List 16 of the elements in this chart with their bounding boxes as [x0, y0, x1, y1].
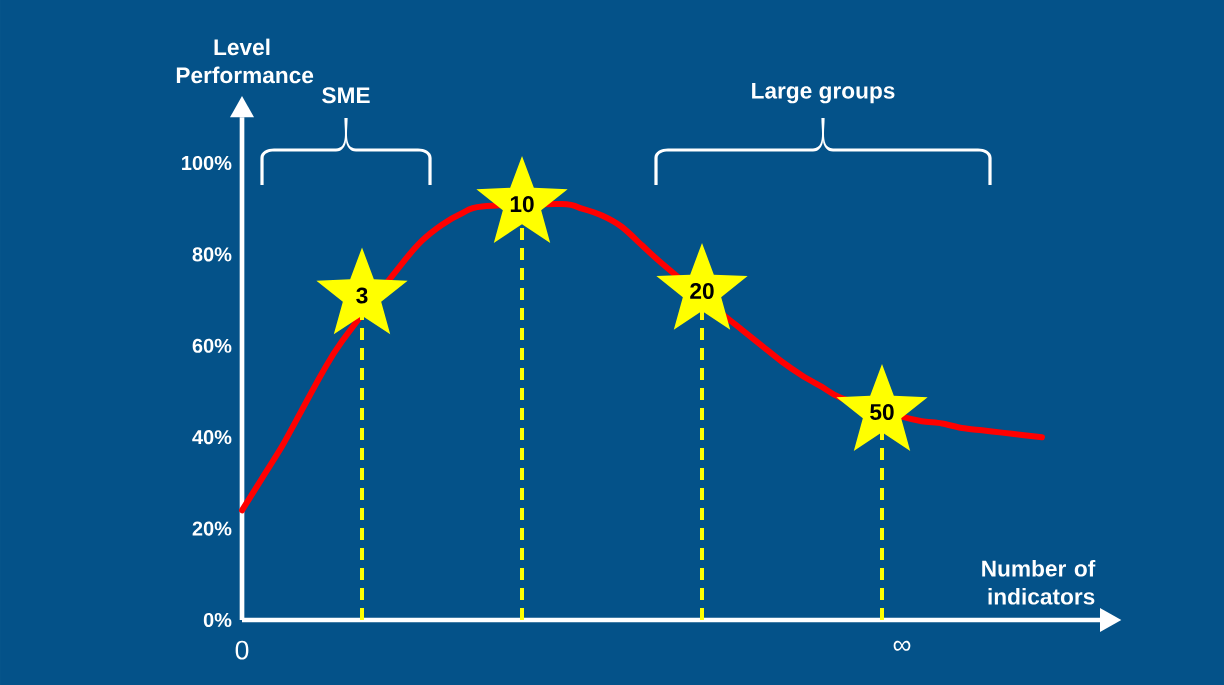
x-tick-label: 0 [235, 640, 249, 660]
y-tick-label: 40% [192, 430, 232, 445]
y-tick-label: 80% [192, 247, 232, 262]
text: SME [322, 87, 370, 104]
annotation: 50 [870, 404, 894, 421]
y-axis-title: Level Performance [176, 38, 314, 84]
y-tick-label: 20% [192, 521, 232, 536]
y-tick-label: 0% [203, 612, 232, 628]
text: Large groups [752, 82, 895, 104]
x-tick-label: ∞ [893, 640, 911, 651]
y-tick-label: 60% [192, 338, 232, 353]
y-tick-label: 100% [182, 155, 232, 171]
x-axis-title: Number of indicators [982, 559, 1096, 605]
annotation: 3 [356, 287, 368, 304]
annotation: 10 [510, 196, 534, 213]
annotation: 20 [690, 282, 714, 299]
